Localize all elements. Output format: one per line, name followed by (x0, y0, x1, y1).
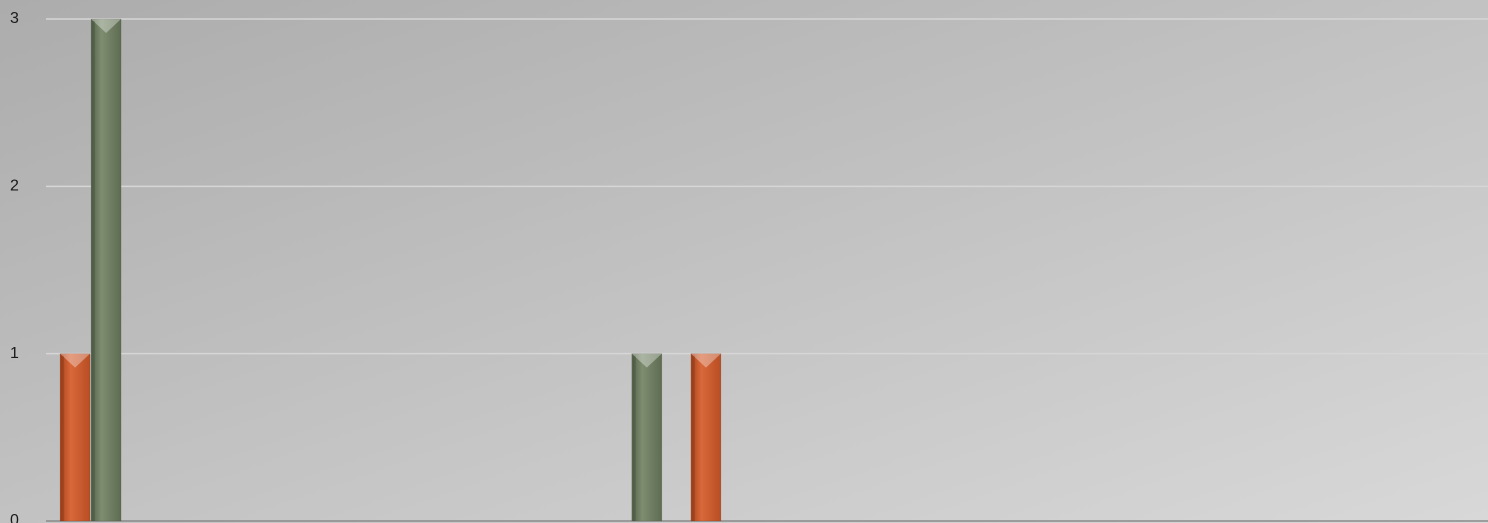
y-tick-label: 3 (10, 10, 19, 27)
y-axis: 0 1 2 3 (10, 10, 1488, 523)
bar (690, 353, 722, 522)
y-tick-label: 2 (10, 178, 19, 195)
y-tick-label: 1 (10, 345, 19, 362)
bars (59, 18, 722, 522)
y-tick-label: 0 (10, 512, 19, 523)
gridlines (46, 18, 1488, 355)
bar (59, 353, 91, 522)
bar (631, 353, 663, 522)
bar (90, 18, 122, 522)
